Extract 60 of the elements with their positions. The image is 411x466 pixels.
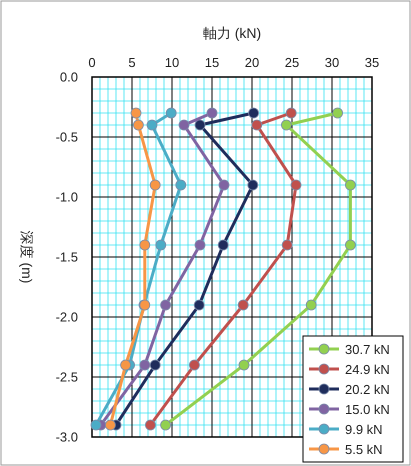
point <box>286 108 297 118</box>
x-axis-title: 軸力 (kN) <box>202 25 262 41</box>
point <box>133 120 144 130</box>
point <box>139 240 150 250</box>
x-tick-label: 25 <box>284 55 300 70</box>
y-tick-label: -0.5 <box>56 130 78 144</box>
point <box>120 360 131 370</box>
point <box>160 300 171 310</box>
point <box>105 420 116 430</box>
point <box>332 108 343 118</box>
point <box>160 420 171 430</box>
point <box>189 360 200 370</box>
point <box>251 120 262 130</box>
point <box>175 180 186 190</box>
point <box>178 120 190 130</box>
point <box>194 240 206 250</box>
y-tick-label: -3.0 <box>56 430 78 444</box>
legend-label: 15.0 kN <box>345 402 390 417</box>
point <box>218 240 229 250</box>
point <box>90 420 102 430</box>
point <box>281 120 292 130</box>
point <box>145 420 156 430</box>
x-tick-label: 20 <box>244 55 260 70</box>
point <box>150 180 161 190</box>
point <box>282 240 293 250</box>
y-tick-label: -2.5 <box>56 370 78 384</box>
point <box>247 180 258 190</box>
point <box>194 120 206 130</box>
legend-label: 20.2 kN <box>345 382 390 397</box>
point <box>139 360 150 370</box>
x-tick-label: 30 <box>324 55 340 70</box>
point <box>146 120 158 130</box>
legend-label: 9.9 kN <box>345 422 383 437</box>
x-tick-label: 10 <box>164 55 180 70</box>
legend-label: 24.9 kN <box>345 362 390 377</box>
x-tick-label: 5 <box>128 55 136 70</box>
legend-label: 30.7 kN <box>345 342 390 357</box>
y-tick-label: 0.0 <box>60 70 78 84</box>
point <box>238 360 250 370</box>
point <box>130 108 142 118</box>
x-tick-label: 0 <box>88 55 96 70</box>
point <box>155 240 166 250</box>
point <box>238 300 249 310</box>
point <box>290 180 302 190</box>
point <box>248 108 259 118</box>
point <box>218 180 230 190</box>
point <box>345 180 356 190</box>
point <box>194 300 205 310</box>
y-tick-label: -1.0 <box>56 190 78 204</box>
legend-label: 5.5 kN <box>345 442 383 457</box>
y-tick-label: -2.0 <box>56 310 78 324</box>
point <box>306 300 317 310</box>
y-axis-title: 深度 (m) <box>19 230 35 284</box>
point <box>166 108 177 118</box>
y-tick-label: -1.5 <box>56 250 78 264</box>
point <box>206 108 218 118</box>
x-tick-label: 35 <box>364 55 380 70</box>
point <box>345 240 356 250</box>
point <box>150 360 161 370</box>
x-tick-label: 15 <box>204 55 220 70</box>
